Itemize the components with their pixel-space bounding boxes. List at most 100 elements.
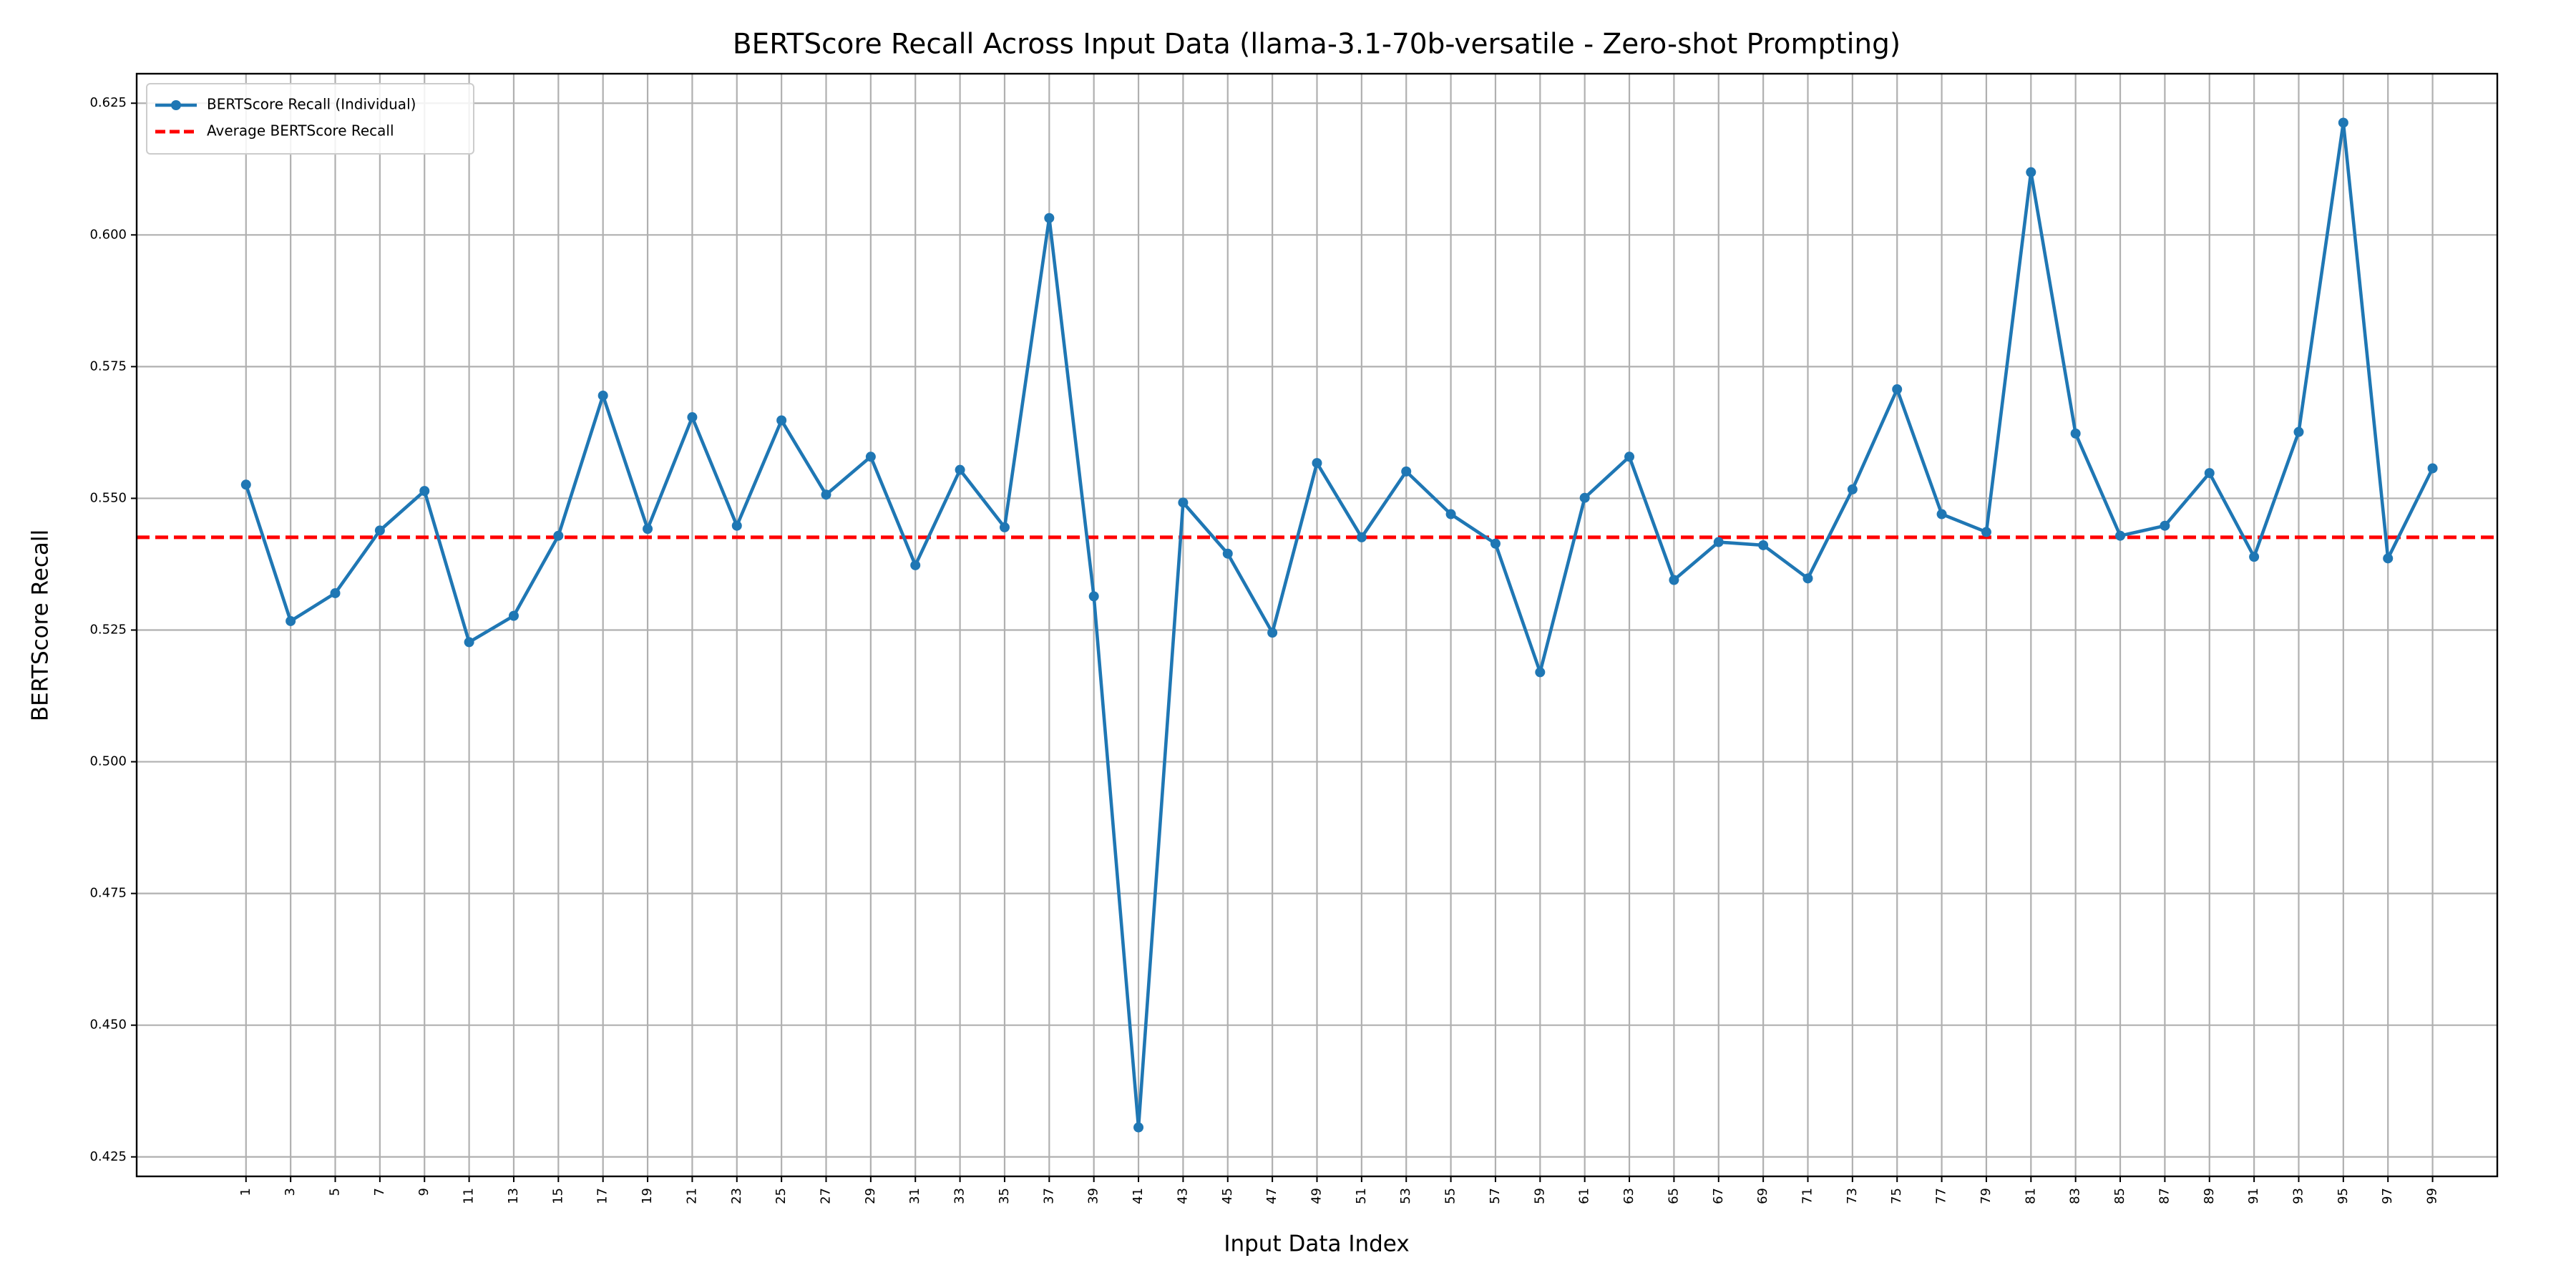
x-tick-label: 27 <box>819 1188 834 1204</box>
data-point <box>1044 213 1055 223</box>
data-point <box>1490 538 1501 549</box>
x-tick-label: 93 <box>2290 1188 2306 1204</box>
data-point <box>821 489 831 500</box>
data-point <box>240 479 251 490</box>
x-tick-label: 75 <box>1889 1188 1904 1204</box>
data-point <box>2070 428 2081 439</box>
data-point <box>2160 520 2170 531</box>
x-tick-label: 95 <box>2336 1188 2351 1204</box>
data-point <box>2249 552 2260 562</box>
x-tick-label: 37 <box>1041 1188 1056 1204</box>
x-tick-label: 31 <box>907 1188 922 1204</box>
data-point <box>955 464 965 475</box>
data-point <box>731 520 742 531</box>
x-tick-label: 11 <box>462 1188 477 1204</box>
x-tick-label: 61 <box>1577 1188 1592 1204</box>
data-point <box>1847 484 1858 494</box>
data-point <box>1267 628 1278 638</box>
data-point <box>1713 537 1724 547</box>
y-tick-label: 0.475 <box>89 886 127 901</box>
x-tick-label: 71 <box>1800 1188 1815 1204</box>
x-tick-label: 91 <box>2246 1188 2261 1204</box>
data-point <box>910 560 921 570</box>
x-tick-label: 1 <box>238 1188 253 1196</box>
data-point <box>2427 463 2438 474</box>
y-axis-label: BERTScore Recall <box>28 530 54 721</box>
y-tick-label: 0.575 <box>89 358 127 374</box>
data-point <box>1579 492 1590 503</box>
legend-label: BERTScore Recall (Individual) <box>207 96 416 113</box>
x-tick-label: 15 <box>550 1188 565 1204</box>
x-tick-label: 19 <box>640 1188 655 1204</box>
data-point <box>2115 530 2126 541</box>
chart-title: BERTScore Recall Across Input Data (llam… <box>733 29 1901 61</box>
x-tick-label: 97 <box>2380 1188 2395 1204</box>
x-tick-label: 29 <box>863 1188 878 1204</box>
y-tick-label: 0.550 <box>89 490 127 505</box>
data-point <box>1133 1122 1144 1133</box>
data-point <box>1669 575 1679 585</box>
data-point <box>1892 384 1903 395</box>
data-point <box>865 452 876 462</box>
x-tick-label: 45 <box>1220 1188 1235 1204</box>
data-point <box>374 525 385 536</box>
x-tick-label: 9 <box>416 1188 431 1196</box>
data-point <box>1445 509 1456 519</box>
x-tick-label: 49 <box>1309 1188 1324 1204</box>
data-point <box>2026 167 2036 177</box>
data-point <box>643 524 653 535</box>
x-tick-label: 87 <box>2157 1188 2172 1204</box>
data-point <box>1936 509 1947 519</box>
data-point <box>1356 532 1367 542</box>
data-point <box>1222 548 1233 559</box>
plot-frame <box>135 72 2499 1178</box>
data-point <box>1802 573 1813 584</box>
x-tick-label: 69 <box>1755 1188 1770 1204</box>
data-point <box>2338 117 2348 128</box>
x-tick-label: 35 <box>997 1188 1012 1204</box>
x-tick-label: 67 <box>1711 1188 1726 1204</box>
x-tick-label: 43 <box>1175 1188 1190 1204</box>
y-tick-label: 0.525 <box>89 622 127 637</box>
data-point <box>1178 497 1189 508</box>
x-tick-label: 39 <box>1086 1188 1101 1204</box>
data-point <box>1401 466 1412 477</box>
x-tick-label: 79 <box>1979 1188 1994 1204</box>
legend-marker <box>171 100 181 110</box>
x-tick-label: 5 <box>328 1188 343 1196</box>
x-tick-label: 85 <box>2112 1188 2127 1204</box>
x-tick-label: 81 <box>2023 1188 2038 1204</box>
x-tick-label: 17 <box>595 1188 610 1204</box>
data-point <box>2204 468 2215 479</box>
data-point <box>597 390 608 401</box>
y-tick-label: 0.450 <box>89 1018 127 1033</box>
y-tick-label: 0.500 <box>89 754 127 769</box>
x-tick-label: 55 <box>1443 1188 1458 1204</box>
data-point <box>2293 426 2304 437</box>
x-tick-label: 63 <box>1621 1188 1636 1204</box>
data-point <box>464 637 474 648</box>
x-tick-label: 65 <box>1666 1188 1681 1204</box>
x-tick-label: 21 <box>684 1188 699 1204</box>
legend-label: Average BERTScore Recall <box>207 122 394 140</box>
data-point <box>1981 527 1991 537</box>
data-point <box>687 412 698 423</box>
x-tick-label: 47 <box>1264 1188 1279 1204</box>
data-point <box>1088 591 1099 602</box>
data-point <box>999 522 1010 532</box>
x-tick-label: 59 <box>1532 1188 1547 1204</box>
x-tick-label: 25 <box>774 1188 789 1204</box>
data-point <box>419 486 430 497</box>
x-tick-label: 73 <box>1845 1188 1860 1204</box>
y-tick-label: 0.625 <box>89 95 127 110</box>
x-tick-label: 33 <box>952 1188 967 1204</box>
legend-box <box>146 83 474 155</box>
data-point <box>1624 452 1635 462</box>
data-point <box>1312 458 1322 469</box>
data-point <box>1758 540 1769 550</box>
x-tick-label: 3 <box>283 1188 298 1196</box>
x-tick-label: 53 <box>1398 1188 1413 1204</box>
x-tick-label: 89 <box>2202 1188 2217 1204</box>
